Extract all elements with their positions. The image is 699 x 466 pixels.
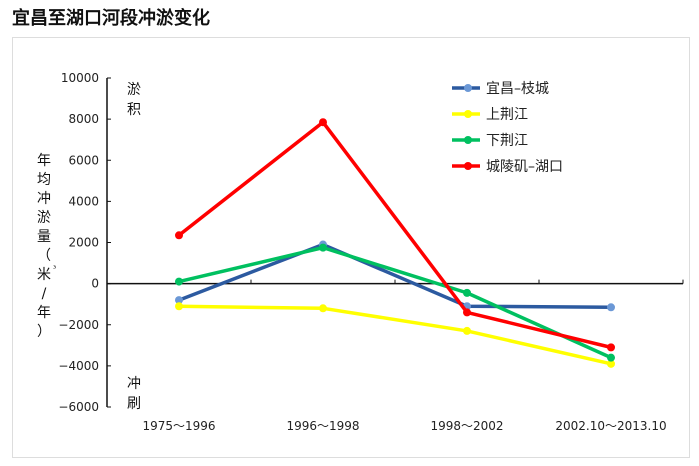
data-point — [175, 231, 183, 240]
data-point — [463, 326, 471, 335]
y-axis-label-char: / — [42, 286, 47, 302]
annotation-deposition-char: 积 — [127, 102, 141, 118]
data-point — [319, 304, 327, 313]
y-axis-label-char: 量 — [37, 229, 51, 245]
series-line-2 — [178, 245, 612, 360]
y-axis-label-char: 年 — [37, 153, 51, 169]
y-axis-label-char: ） — [37, 324, 51, 340]
data-point — [319, 118, 327, 127]
y-axis-label-char: 均 — [37, 172, 51, 188]
series-line-3 — [177, 120, 612, 350]
y-axis-label-char: 冲 — [37, 191, 51, 207]
y-tick-label: 2000 — [68, 236, 99, 250]
series-line-0 — [178, 242, 612, 310]
y-tick-label: 8000 — [68, 112, 99, 126]
x-tick-label: 1975～1996 — [142, 419, 215, 433]
legend-swatch-marker — [464, 162, 472, 170]
y-tick-label: −2000 — [58, 318, 99, 332]
legend-label: 城陵矶–湖口 — [486, 159, 563, 175]
data-point — [175, 277, 183, 286]
data-point — [607, 303, 615, 312]
data-point — [319, 243, 327, 252]
y-axis-label-char: 米 — [37, 267, 51, 283]
y-tick-label: −6000 — [58, 400, 99, 414]
chart-frame — [12, 37, 690, 458]
y-axis-label-superscript: ³ — [53, 264, 56, 273]
series-line-1 — [178, 304, 612, 366]
data-point — [607, 343, 615, 352]
legend-label: 上荆江 — [486, 107, 528, 123]
y-tick-label: 6000 — [68, 153, 99, 167]
x-tick-label: 2002.10～2013.10 — [555, 419, 666, 433]
y-tick-label: −4000 — [58, 359, 99, 373]
data-point — [175, 296, 183, 305]
y-axis-label-char: 淤 — [37, 210, 51, 226]
y-tick-label: 10000 — [61, 71, 99, 85]
x-tick-label: 1996～1998 — [286, 419, 359, 433]
x-tick-label: 1998～2002 — [430, 419, 503, 433]
data-point — [607, 359, 615, 368]
y-tick-label: 0 — [91, 277, 99, 291]
y-axis-label-char: 年 — [37, 305, 51, 321]
chart-title: 宜昌至湖口河段冲淤变化 — [12, 8, 210, 29]
data-point — [175, 302, 183, 311]
legend-swatch-marker — [464, 136, 472, 144]
legend-swatch-marker — [464, 84, 472, 92]
legend-label: 下荆江 — [486, 133, 528, 149]
y-tick-label: 4000 — [68, 194, 99, 208]
legend-swatch-marker — [464, 110, 472, 118]
data-point — [463, 308, 471, 317]
y-axis-label-char: （ — [37, 248, 51, 264]
annotation-erosion-char: 刷 — [127, 396, 141, 412]
data-point — [463, 288, 471, 297]
legend-label: 宜昌–枝城 — [486, 81, 549, 97]
annotation-erosion-char: 冲 — [127, 376, 141, 392]
data-point — [607, 353, 615, 362]
annotation-deposition-char: 淤 — [127, 82, 141, 98]
